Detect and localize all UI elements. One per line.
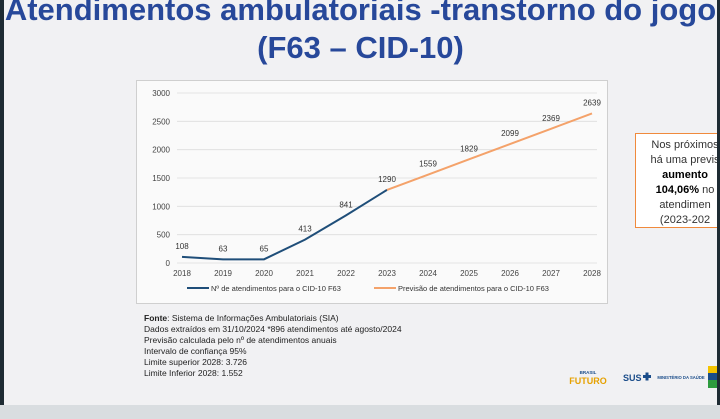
x-tick-label: 2022 bbox=[337, 269, 355, 278]
x-tick-label: 2023 bbox=[378, 269, 396, 278]
sus-logo: SUS bbox=[623, 372, 651, 383]
logos-footer: BRASIL FUTURO SUS MINISTÉRIO DA SAÚDE bbox=[564, 362, 717, 392]
callout-percent: 104,06% bbox=[655, 184, 700, 196]
data-label: 1559 bbox=[419, 160, 437, 169]
y-tick-label: 500 bbox=[157, 231, 171, 240]
y-tick-label: 2000 bbox=[152, 146, 170, 155]
x-tick-label: 2021 bbox=[296, 269, 314, 278]
callout-line-2: há uma previs bbox=[650, 154, 717, 166]
source-label: Fonte bbox=[144, 313, 168, 323]
note-forecast-method: Previsão calculada pelo nº de atendiment… bbox=[144, 335, 337, 345]
legend-label-2: Previsão de atendimentos para o CID-10 F… bbox=[398, 284, 549, 293]
slide: Atendimentos ambulatoriais -transtorno d… bbox=[4, 0, 717, 405]
x-tick-label: 2025 bbox=[460, 269, 478, 278]
y-tick-label: 2500 bbox=[152, 117, 170, 126]
y-tick-label: 3000 bbox=[152, 89, 170, 98]
y-tick-label: 0 bbox=[166, 259, 171, 268]
source-line: Fonte: Sistema de Informações Ambulatori… bbox=[144, 313, 402, 324]
logo-ms-text: MINISTÉRIO DA SAÚDE bbox=[657, 375, 705, 380]
series-line-2 bbox=[386, 112, 593, 191]
x-tick-label: 2027 bbox=[542, 269, 560, 278]
data-label: 841 bbox=[339, 200, 353, 209]
forecast-callout: Nos próximos há uma previs aumento 104,0… bbox=[635, 133, 717, 228]
data-label: 1829 bbox=[460, 144, 478, 153]
logo-gov-bottom: FUTURO bbox=[569, 376, 607, 386]
chart-series bbox=[181, 112, 593, 261]
x-tick-label: 2019 bbox=[214, 269, 232, 278]
note-upper-limit: Limite superior 2028: 3.726 bbox=[144, 357, 248, 367]
chart-grid bbox=[177, 92, 597, 264]
data-label: 2369 bbox=[542, 114, 560, 123]
data-label: 1290 bbox=[378, 175, 396, 184]
note-lower-limit: Limite Inferior 2028: 1.552 bbox=[144, 368, 243, 378]
logo-gov-top: BRASIL bbox=[580, 370, 597, 375]
data-label: 65 bbox=[260, 244, 269, 253]
source-text: : Sistema de Informações Ambulatoriais (… bbox=[167, 313, 339, 323]
line-chart: 0 500 1000 1500 2000 2500 3000 2018 2019 2020 202… bbox=[152, 89, 601, 293]
callout-line-5: atendimen bbox=[659, 199, 711, 211]
y-axis: 0 500 1000 1500 2000 2500 3000 bbox=[152, 89, 170, 268]
x-tick-label: 2018 bbox=[173, 269, 191, 278]
chart-panel: 0 500 1000 1500 2000 2500 3000 2018 2019 2020 202… bbox=[136, 80, 608, 304]
data-label: 2099 bbox=[501, 129, 519, 138]
x-axis: 2018 2019 2020 2021 2022 2023 2024 2025 2026 2027… bbox=[173, 269, 601, 278]
data-label: 413 bbox=[298, 225, 312, 234]
data-labels: 108 63 65 413 841 1290 1559 1829 2099 2369 2639 bbox=[175, 98, 601, 253]
chart-legend: Nº de atendimentos para o CID-10 F63 Prev… bbox=[187, 284, 549, 293]
callout-line-4-suffix: no bbox=[699, 184, 715, 196]
slide-title-line1: Atendimentos ambulatoriais -transtorno d… bbox=[4, 0, 717, 27]
data-label: 2639 bbox=[583, 98, 601, 107]
data-label: 108 bbox=[175, 242, 189, 251]
legend-label-1: Nº de atendimentos para o CID-10 F63 bbox=[211, 284, 341, 293]
callout-line-1: Nos próximos bbox=[651, 139, 717, 151]
x-tick-label: 2026 bbox=[501, 269, 519, 278]
logo-sus-text: SUS bbox=[623, 373, 642, 383]
callout-line-6: (2023-202 bbox=[659, 214, 711, 226]
ministerio-saude-logo: MINISTÉRIO DA SAÚDE bbox=[657, 375, 705, 380]
x-tick-label: 2024 bbox=[419, 269, 437, 278]
note-extraction: Dados extraídos em 31/10/2024 *896 atend… bbox=[144, 324, 402, 334]
y-tick-label: 1500 bbox=[152, 174, 170, 183]
x-tick-label: 2028 bbox=[583, 269, 601, 278]
note-confidence: Intervalo de confiança 95% bbox=[144, 346, 247, 356]
y-tick-label: 1000 bbox=[152, 202, 170, 211]
bottom-strip bbox=[0, 405, 720, 419]
slide-title-line2: (F63 – CID-10) bbox=[257, 30, 464, 65]
callout-line-3: aumento bbox=[662, 169, 708, 181]
source-notes: Fonte: Sistema de Informações Ambulatori… bbox=[144, 313, 402, 379]
x-tick-label: 2020 bbox=[255, 269, 273, 278]
flag-logo-icon bbox=[708, 366, 717, 388]
data-label: 63 bbox=[219, 244, 228, 253]
brasil-futuro-logo: BRASIL FUTURO bbox=[569, 370, 607, 386]
series-line-1 bbox=[181, 189, 388, 261]
